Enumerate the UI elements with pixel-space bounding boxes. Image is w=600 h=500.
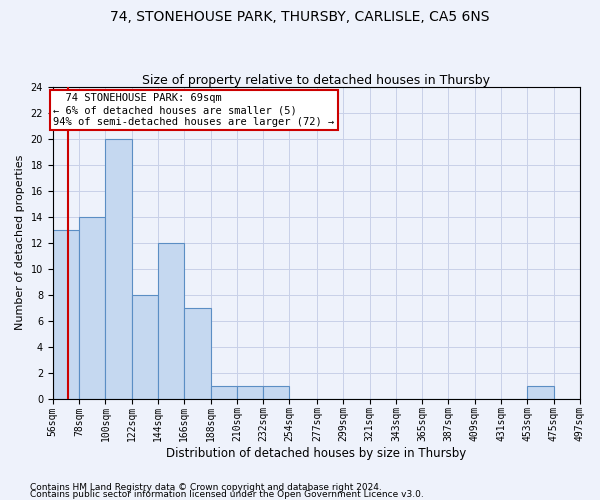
Bar [263, 386, 289, 398]
Bar [158, 243, 184, 398]
Text: Contains public sector information licensed under the Open Government Licence v3: Contains public sector information licen… [30, 490, 424, 499]
Bar [53, 230, 79, 398]
Bar [527, 386, 554, 398]
Text: 74 STONEHOUSE PARK: 69sqm
← 6% of detached houses are smaller (5)
94% of semi-de: 74 STONEHOUSE PARK: 69sqm ← 6% of detach… [53, 94, 335, 126]
Bar [237, 386, 263, 398]
Bar [211, 386, 237, 398]
Text: 74, STONEHOUSE PARK, THURSBY, CARLISLE, CA5 6NS: 74, STONEHOUSE PARK, THURSBY, CARLISLE, … [110, 10, 490, 24]
Bar [106, 139, 131, 398]
Bar [131, 294, 158, 399]
Y-axis label: Number of detached properties: Number of detached properties [15, 155, 25, 330]
X-axis label: Distribution of detached houses by size in Thursby: Distribution of detached houses by size … [166, 447, 467, 460]
Title: Size of property relative to detached houses in Thursby: Size of property relative to detached ho… [142, 74, 490, 87]
Bar [79, 217, 106, 398]
Text: Contains HM Land Registry data © Crown copyright and database right 2024.: Contains HM Land Registry data © Crown c… [30, 484, 382, 492]
Bar [184, 308, 211, 398]
